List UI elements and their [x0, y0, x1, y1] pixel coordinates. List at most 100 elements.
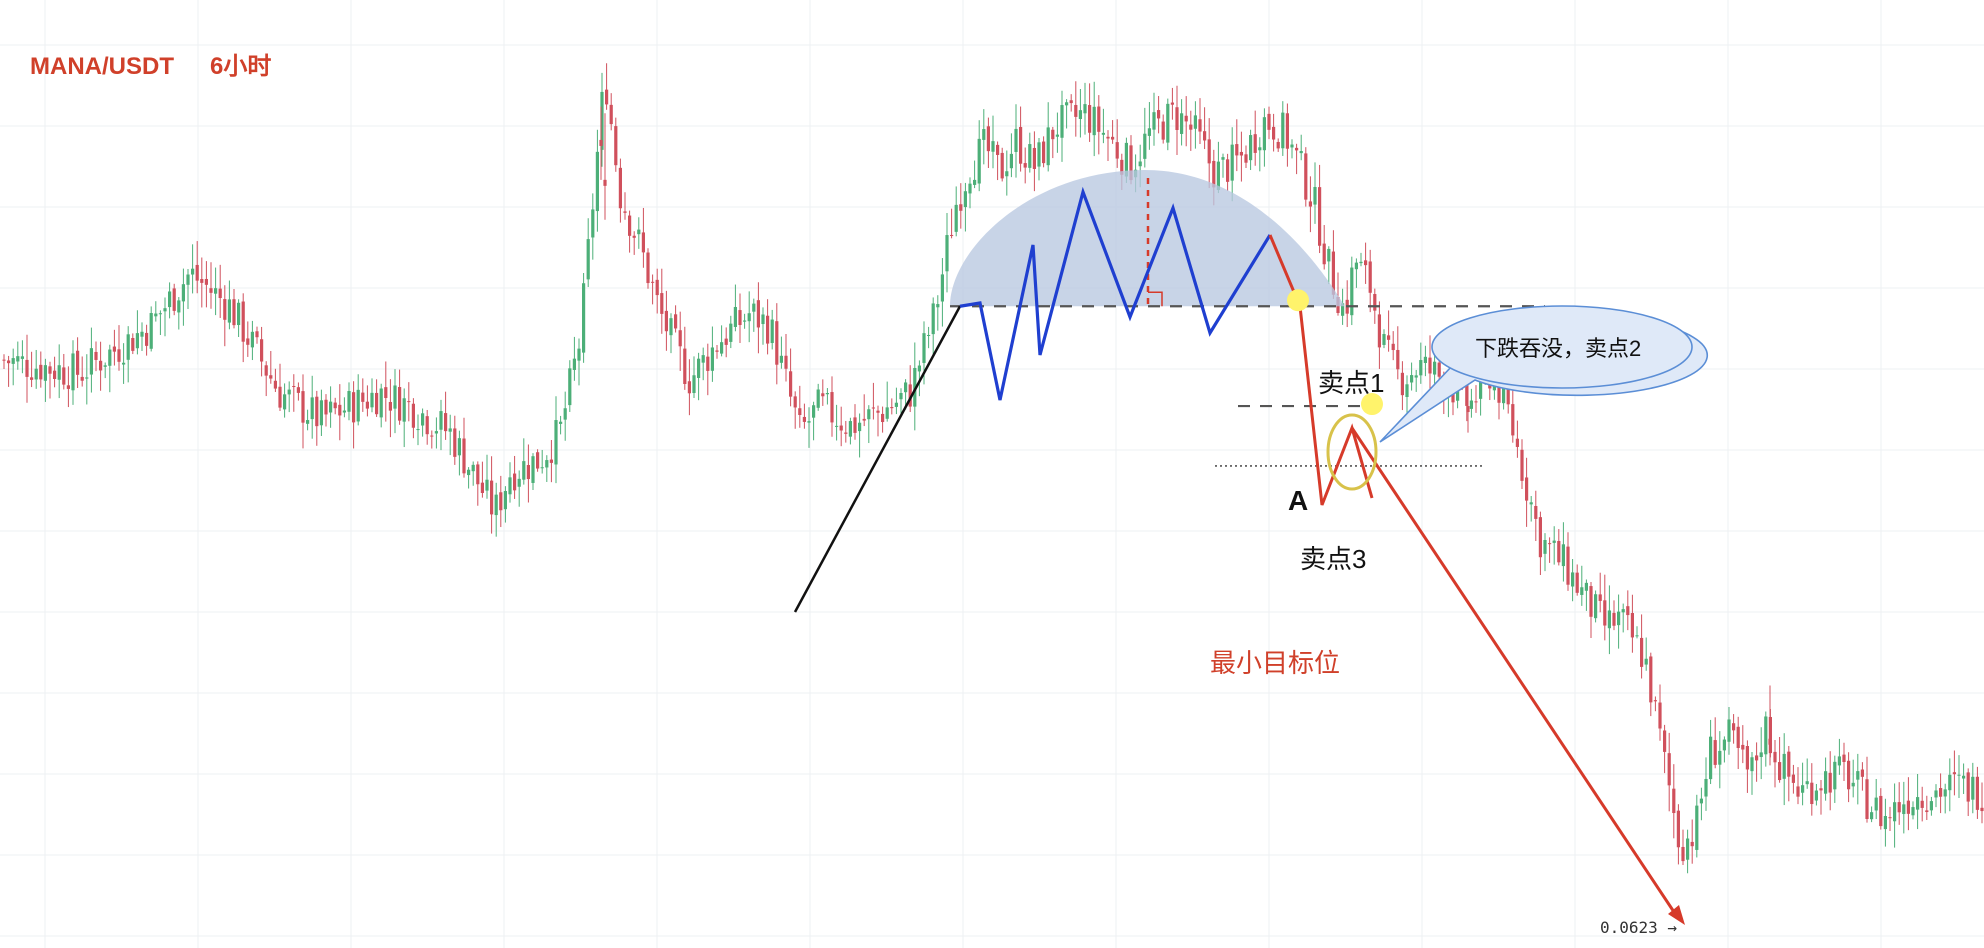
candle [908, 365, 912, 413]
candle-body [692, 375, 696, 394]
candle [1143, 107, 1147, 168]
candle-body [687, 381, 691, 394]
candle-body [858, 422, 862, 432]
candle [991, 115, 995, 169]
candle [1686, 829, 1690, 874]
candle-body [1870, 812, 1874, 820]
candle [761, 307, 765, 345]
candle [1046, 102, 1050, 172]
candle [513, 455, 517, 499]
candle [131, 333, 135, 355]
candle [1410, 362, 1414, 391]
candle-body [1410, 375, 1414, 383]
sell-point-3-marker [1361, 393, 1383, 416]
candle-body [1437, 362, 1441, 377]
candle-body [1373, 294, 1377, 311]
candle [1331, 230, 1335, 299]
candle [1851, 759, 1855, 798]
candle [126, 326, 130, 383]
candle-body [112, 346, 116, 352]
candle-body [126, 334, 130, 360]
candle-body [1419, 360, 1423, 376]
candle [1814, 783, 1818, 806]
candle-body [2, 359, 6, 361]
candle-body [1051, 129, 1055, 140]
zigzag-pattern [959, 186, 1272, 401]
candle [324, 394, 328, 427]
candle-body [1888, 817, 1892, 819]
candle-body [1433, 361, 1437, 375]
candle [1736, 716, 1740, 770]
candle-body [471, 464, 475, 472]
candle-body [25, 359, 29, 377]
candle [158, 310, 162, 335]
candle [1704, 757, 1708, 811]
candle [963, 182, 967, 232]
candle-body [1060, 105, 1064, 138]
breakdown-path [1268, 234, 1374, 506]
candle [227, 280, 231, 330]
candle [57, 344, 61, 399]
candle [1074, 81, 1078, 137]
candle-body [1925, 810, 1929, 813]
candle-body [1474, 401, 1478, 403]
candle [1088, 83, 1092, 142]
candle [1313, 162, 1317, 224]
candle-body [1230, 144, 1234, 181]
candle-body [950, 234, 954, 236]
candle [747, 291, 751, 343]
candle-body [1511, 404, 1515, 436]
candle-body [899, 393, 903, 400]
candle-body [1828, 772, 1832, 793]
candle-body [1469, 400, 1473, 409]
candle-body [1423, 356, 1427, 363]
candle [1934, 784, 1938, 808]
chart-annotations [793, 170, 1709, 925]
candle [789, 348, 793, 407]
candle-body [756, 300, 760, 328]
candle [614, 117, 618, 172]
candle [729, 315, 733, 349]
candle [1635, 626, 1639, 639]
candle-body [1791, 774, 1795, 783]
candle [1589, 582, 1593, 639]
candle-body [545, 460, 549, 468]
candle-body [582, 283, 586, 353]
candle [1957, 755, 1961, 798]
candle-body [329, 401, 333, 413]
candle-body [628, 215, 632, 236]
candle [1359, 252, 1363, 267]
candle-body [1368, 261, 1372, 293]
candle [1258, 137, 1262, 172]
candle [1681, 829, 1685, 865]
candle-body [595, 151, 599, 212]
candlestick-series [2, 63, 1984, 874]
candle [1943, 783, 1947, 814]
candle-body [227, 299, 231, 323]
candle-body [632, 235, 636, 238]
candle-body [743, 320, 747, 322]
candle-body [16, 356, 20, 362]
candle [1189, 110, 1193, 151]
candle-body [871, 407, 875, 409]
candle [1842, 742, 1846, 782]
candle [154, 301, 158, 322]
candle [885, 381, 889, 422]
candle [1768, 685, 1772, 766]
candle [1147, 102, 1151, 150]
candle [342, 397, 346, 418]
candle-body [651, 281, 655, 283]
candle-body [296, 387, 300, 393]
candle-body [439, 411, 443, 430]
candle-body [959, 204, 963, 211]
candle-body [255, 331, 259, 338]
candle-body [1603, 600, 1607, 626]
candle-body [1152, 112, 1156, 130]
candle-body [1801, 785, 1805, 793]
candle [241, 293, 245, 363]
candle [577, 338, 581, 386]
candle [1718, 731, 1722, 789]
candle-body [453, 428, 457, 457]
candle-body [1727, 719, 1731, 742]
candle [743, 313, 747, 329]
